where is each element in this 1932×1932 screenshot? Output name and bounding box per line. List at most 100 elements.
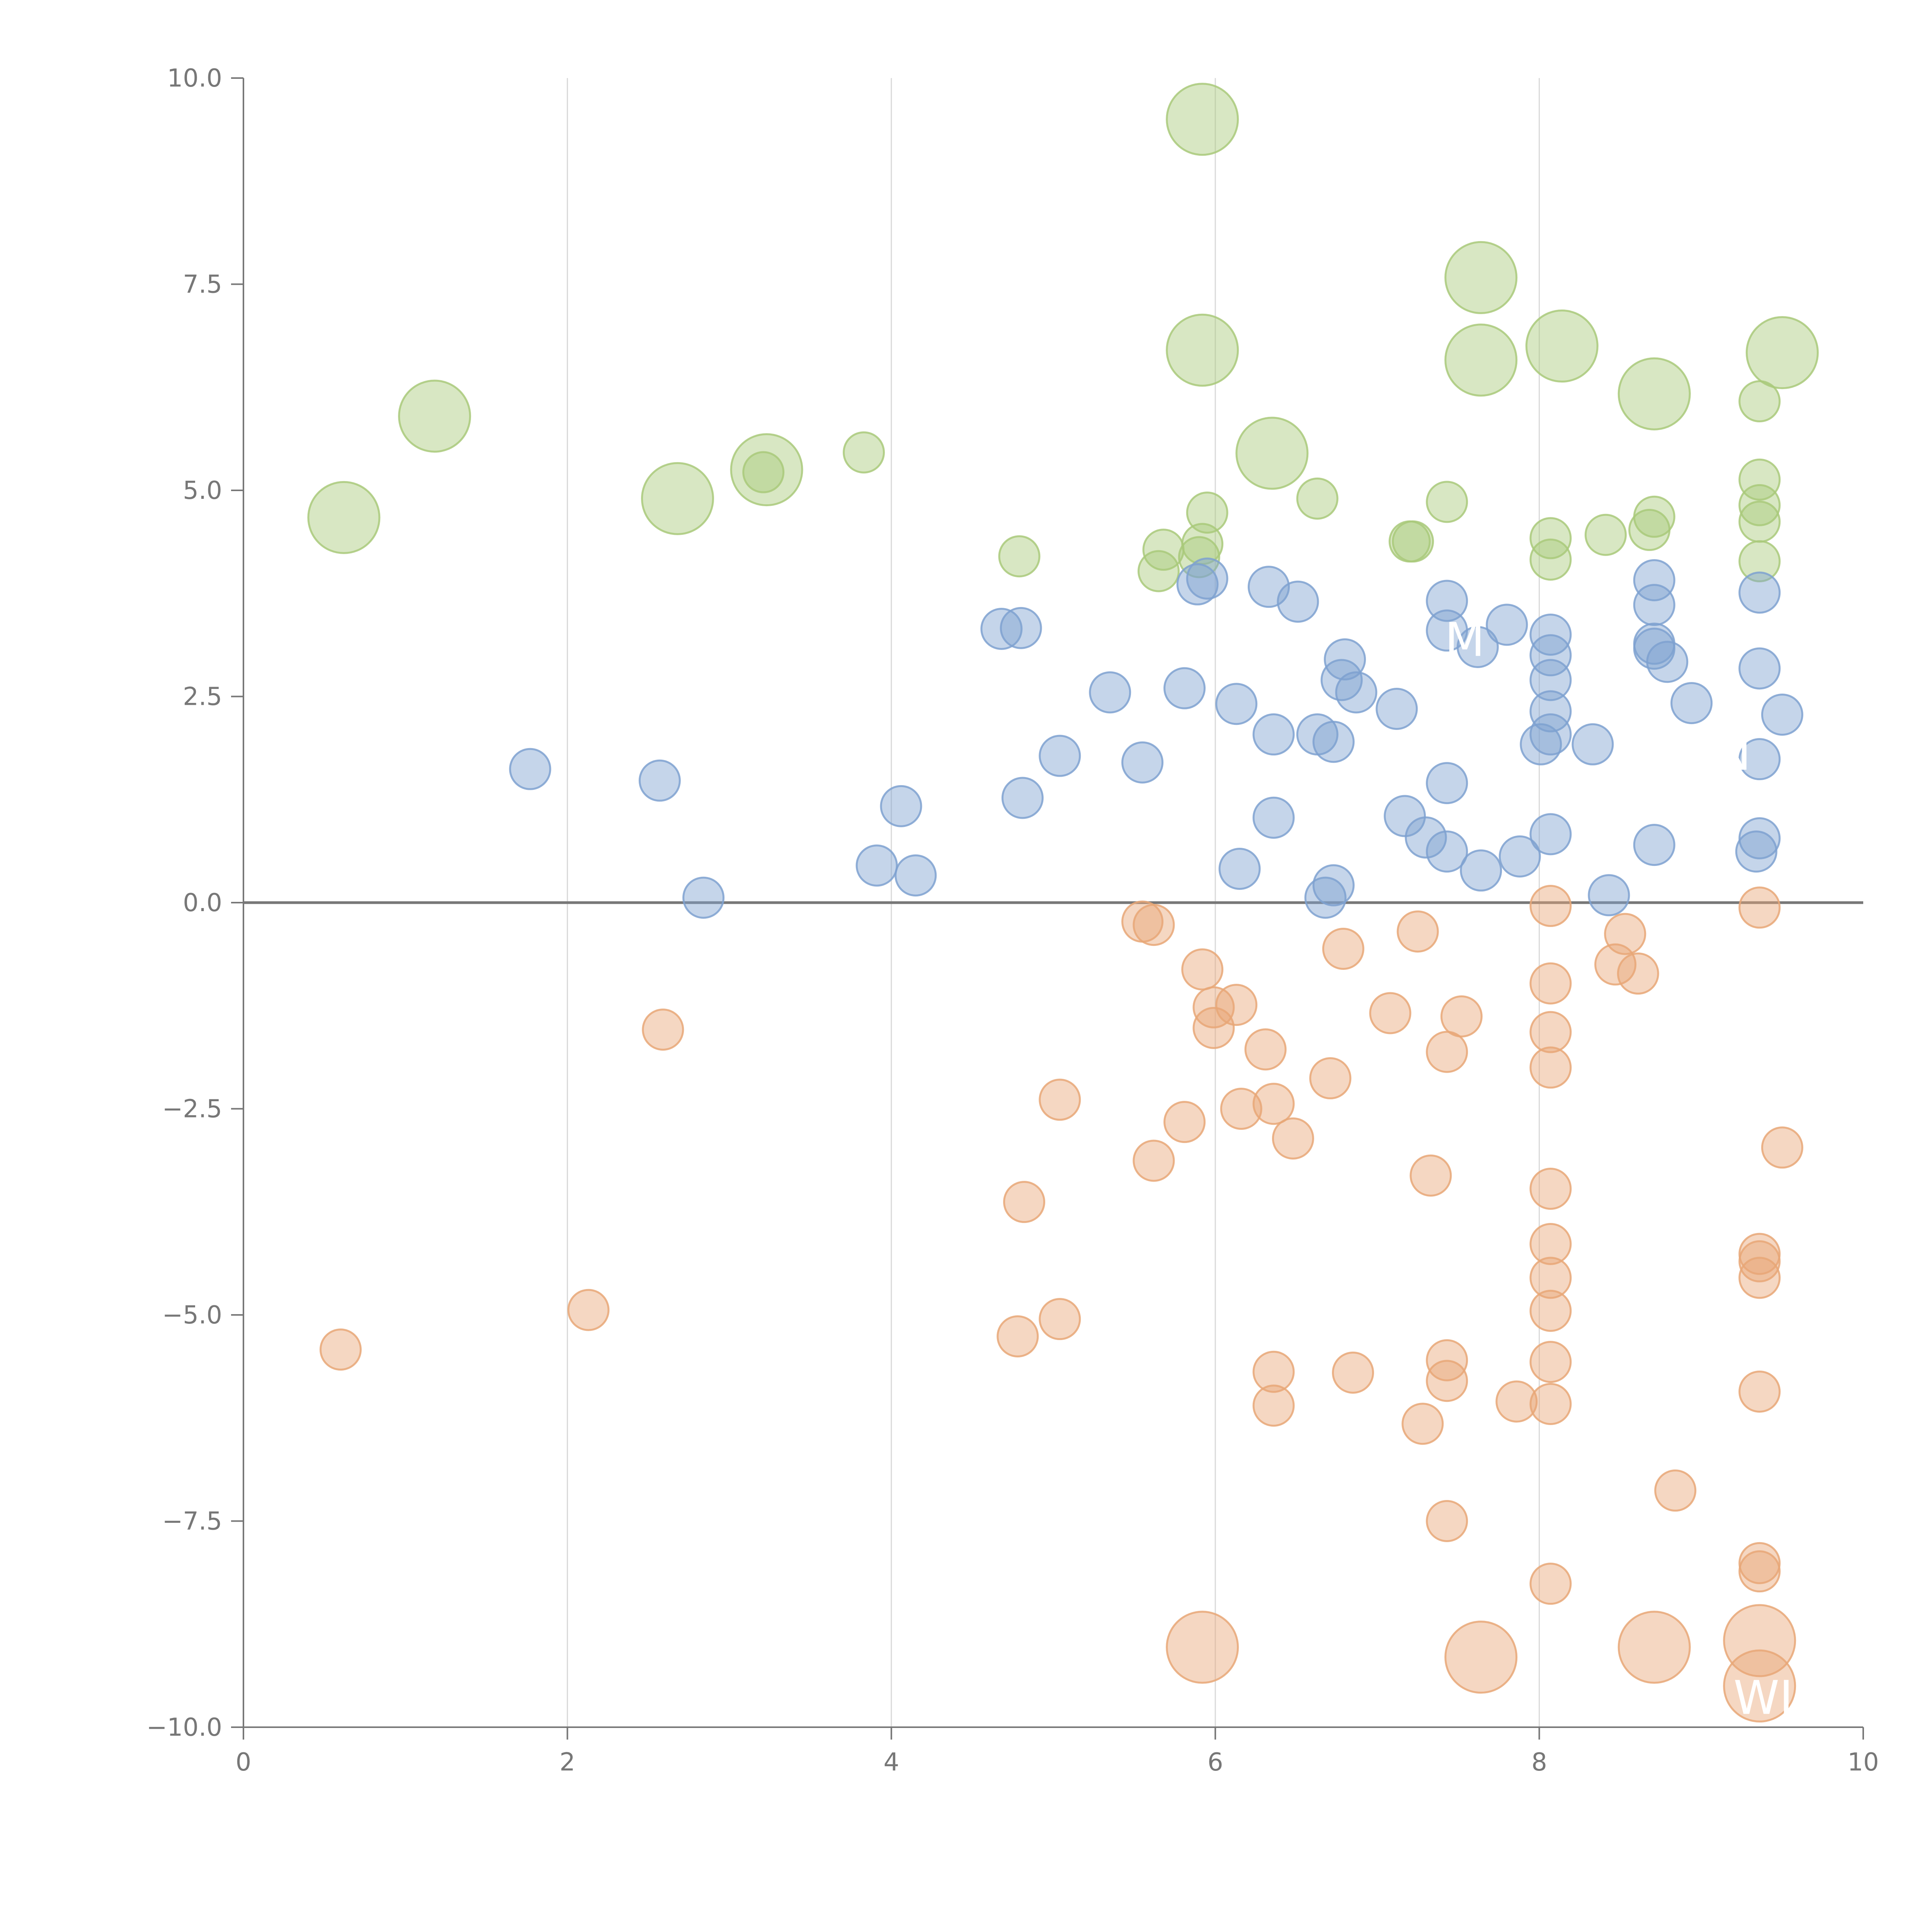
data-point-orange	[1738, 1370, 1781, 1413]
data-point-blue	[1761, 693, 1803, 736]
x-tick-label: 6	[1208, 1748, 1223, 1777]
data-point-blue	[895, 854, 937, 897]
data-point-orange	[1244, 1028, 1287, 1071]
data-point-blue	[1376, 688, 1418, 730]
data-point-orange	[1440, 995, 1483, 1037]
data-point-blue	[1529, 659, 1572, 701]
data-point-blue	[1633, 559, 1675, 602]
annotation-label: M	[1445, 613, 1485, 667]
data-point-blue	[1215, 683, 1258, 725]
data-point-orange	[1529, 1167, 1572, 1210]
data-point-orange	[1723, 1604, 1796, 1677]
data-point-orange	[1529, 1563, 1572, 1605]
data-point-blue	[1529, 813, 1572, 855]
data-point-green	[1444, 323, 1518, 397]
data-point-green	[1738, 484, 1781, 526]
data-point-orange	[1220, 1088, 1262, 1130]
data-point-green	[1186, 492, 1228, 534]
data-point-green	[398, 379, 471, 453]
y-tick-label: 0.0	[183, 889, 222, 917]
data-point-orange	[1133, 1139, 1175, 1182]
y-tick-label: −5.0	[162, 1301, 222, 1330]
data-point-blue	[1735, 830, 1777, 873]
y-tick-label: 5.0	[183, 476, 222, 505]
data-point-orange	[1761, 1126, 1803, 1169]
annotation-label: WIN	[1733, 1671, 1828, 1725]
data-point-orange	[1617, 952, 1659, 995]
data-point-blue	[1335, 671, 1378, 714]
data-point-green	[1426, 481, 1468, 523]
data-point-blue	[880, 785, 922, 827]
data-point-blue	[1738, 817, 1781, 860]
x-tick-label: 0	[236, 1748, 252, 1777]
data-point-blue	[1218, 848, 1261, 890]
data-points	[307, 83, 1819, 1723]
data-point-orange	[1738, 886, 1781, 929]
data-point-blue	[1738, 571, 1781, 614]
data-point-green	[742, 451, 785, 493]
data-point-blue	[1121, 741, 1164, 784]
x-tick-label: 8	[1531, 1748, 1547, 1777]
data-point-green	[641, 462, 714, 535]
data-point-blue	[1738, 738, 1781, 781]
data-point-green	[1235, 417, 1309, 490]
data-point-green	[1633, 495, 1675, 538]
data-point-blue	[509, 748, 551, 790]
data-point-orange	[320, 1328, 362, 1371]
data-point-green	[1392, 520, 1434, 563]
data-point-blue	[1529, 690, 1572, 733]
data-point-orange	[1495, 1380, 1538, 1423]
data-point-blue	[1312, 864, 1355, 906]
annotation-label: N	[1716, 727, 1751, 781]
data-point-blue	[1633, 824, 1675, 866]
series-orange	[320, 885, 1803, 1723]
data-point-green	[998, 535, 1041, 578]
data-point-orange	[1252, 1083, 1295, 1125]
data-point-orange	[1401, 1403, 1444, 1445]
data-point-green	[1738, 500, 1781, 543]
data-point-blue	[1633, 628, 1675, 670]
data-point-orange	[1738, 1550, 1781, 1593]
data-point-orange	[1529, 1011, 1572, 1053]
data-point-orange	[1654, 1469, 1697, 1512]
axes: 10.0 7.5 5.0 2.5 0.0 −2.5 −5.0 −7.5 −10.0 0 2 4 6 8 10	[146, 64, 1879, 1777]
data-point-blue	[1312, 721, 1355, 763]
data-point-green	[1617, 357, 1691, 430]
annotations: M N WIN	[1445, 613, 1828, 1725]
y-tick-label: 10.0	[167, 64, 223, 93]
data-point-blue	[638, 759, 681, 802]
data-point-orange	[1322, 928, 1364, 970]
data-point-blue	[1000, 607, 1042, 649]
data-point-orange	[567, 1289, 610, 1331]
data-point-orange	[1309, 1057, 1352, 1100]
data-point-blue	[1498, 835, 1541, 878]
data-point-green	[307, 481, 381, 554]
data-point-orange	[1529, 1383, 1572, 1425]
data-point-blue	[1252, 713, 1295, 756]
data-point-orange	[1529, 885, 1572, 927]
data-point-orange	[997, 1315, 1039, 1357]
data-point-blue	[1670, 682, 1713, 724]
data-point-orange	[1426, 1031, 1468, 1073]
data-point-blue	[1571, 723, 1614, 765]
y-tick-label: 2.5	[183, 683, 222, 711]
x-tick-label: 10	[1847, 1748, 1879, 1777]
data-point-blue	[1324, 638, 1366, 680]
data-point-blue	[1426, 762, 1468, 804]
data-point-blue	[1304, 876, 1347, 919]
data-point-blue	[1405, 816, 1447, 859]
data-point-orange	[1332, 1351, 1374, 1394]
y-tick-label: 7.5	[183, 270, 222, 299]
data-point-orange	[1604, 913, 1646, 955]
data-point-green	[1137, 550, 1180, 592]
data-point-blue	[1163, 667, 1206, 709]
data-point-blue	[682, 876, 725, 919]
data-point-blue	[1588, 874, 1630, 917]
data-point-orange	[1426, 1360, 1468, 1402]
data-point-green	[1166, 83, 1239, 156]
series-blue	[509, 557, 1803, 919]
data-point-blue	[1426, 830, 1468, 873]
data-point-orange	[1723, 1649, 1796, 1723]
y-tick-label: −10.0	[146, 1713, 222, 1742]
